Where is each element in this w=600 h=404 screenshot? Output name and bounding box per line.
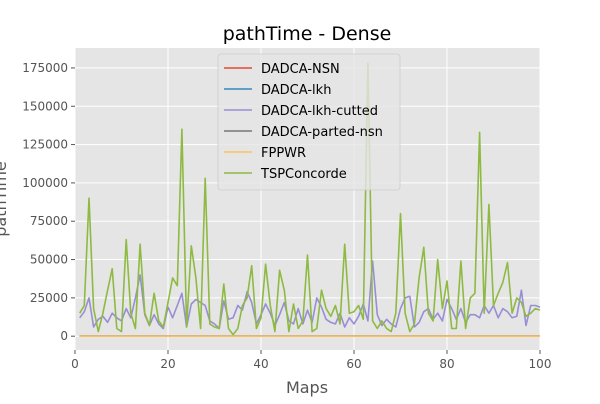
x-tick-label: 100 [529, 357, 552, 371]
y-tick-label: 0 [60, 329, 68, 343]
chart-title: pathTime - Dense [223, 23, 392, 45]
axes: 0 20 40 60 80 100 0 25000 50000 75000 100000 125000… [22, 61, 551, 371]
legend-label: DADCA-parted-nsn [261, 125, 383, 140]
legend-label: TSPConcorde [260, 167, 347, 182]
x-tick-label: 20 [160, 357, 175, 371]
legend: DADCA-NSN DADCA-lkh DADCA-lkh-cutted DADCA-… [217, 53, 401, 191]
x-tick-label: 80 [439, 357, 454, 371]
y-tick-label: 100000 [22, 176, 68, 190]
x-tick-label: 40 [253, 357, 268, 371]
x-axis-label: Maps [286, 378, 328, 397]
y-axis-label: pathTime [0, 161, 10, 237]
y-tick-label: 150000 [22, 99, 68, 113]
y-tick-label: 175000 [22, 61, 68, 75]
y-tick-label: 25000 [30, 291, 68, 305]
legend-label: DADCA-lkh-cutted [261, 104, 378, 119]
legend-label: DADCA-NSN [261, 62, 340, 77]
y-tick-label: 125000 [22, 138, 68, 152]
series-line-dadca-lkh-cutted [79, 260, 541, 330]
legend-label: FPPWR [261, 146, 306, 161]
x-tick-label: 0 [71, 357, 79, 371]
series-lines [79, 62, 541, 338]
y-tick-label: 75000 [30, 214, 68, 228]
legend-label: DADCA-lkh [261, 83, 331, 98]
series-line-tspconcorde [79, 62, 541, 336]
y-tick-label: 50000 [30, 253, 68, 267]
legend-box [217, 53, 401, 191]
x-tick-label: 60 [346, 357, 361, 371]
